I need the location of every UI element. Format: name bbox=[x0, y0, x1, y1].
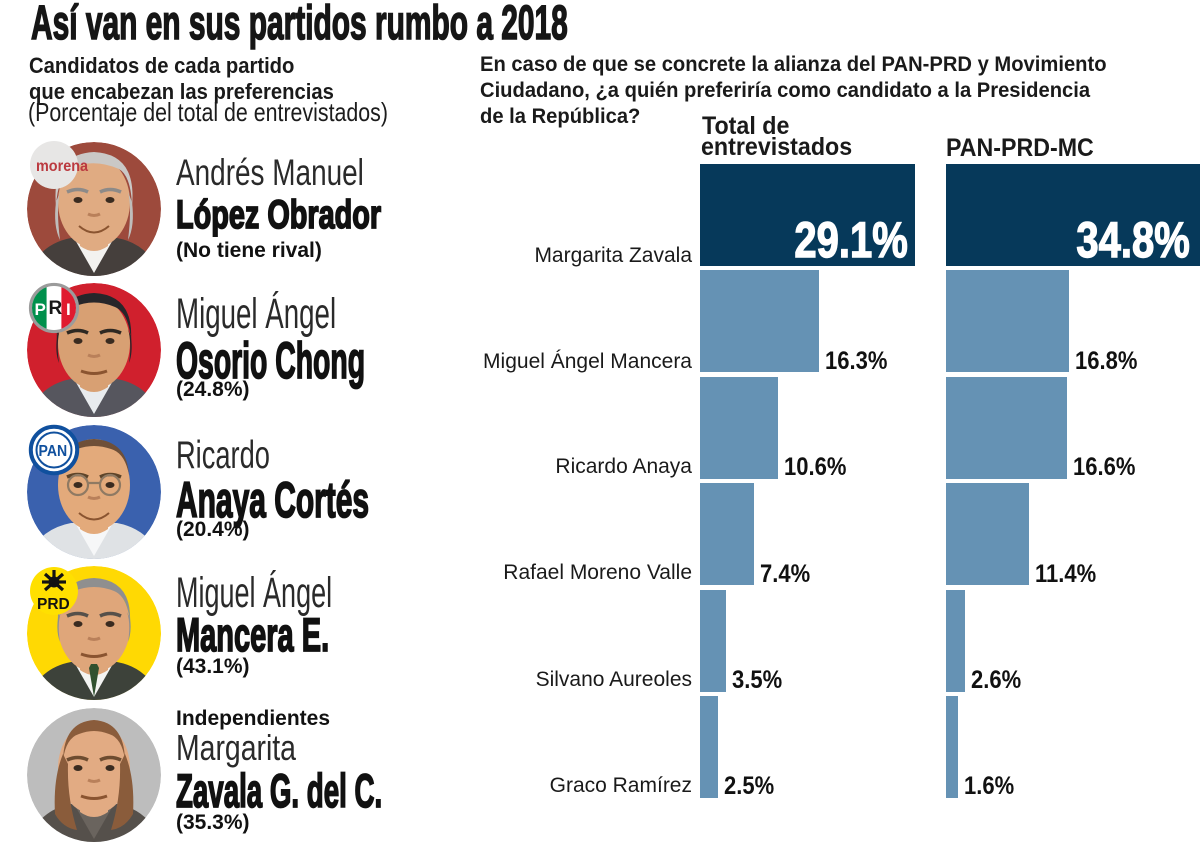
svg-text:PRD: PRD bbox=[37, 596, 70, 613]
svg-text:P: P bbox=[35, 300, 46, 319]
svg-text:morena: morena bbox=[36, 158, 89, 176]
svg-text:I: I bbox=[66, 300, 71, 319]
svg-text:R: R bbox=[49, 298, 63, 319]
svg-text:PAN: PAN bbox=[39, 442, 68, 460]
